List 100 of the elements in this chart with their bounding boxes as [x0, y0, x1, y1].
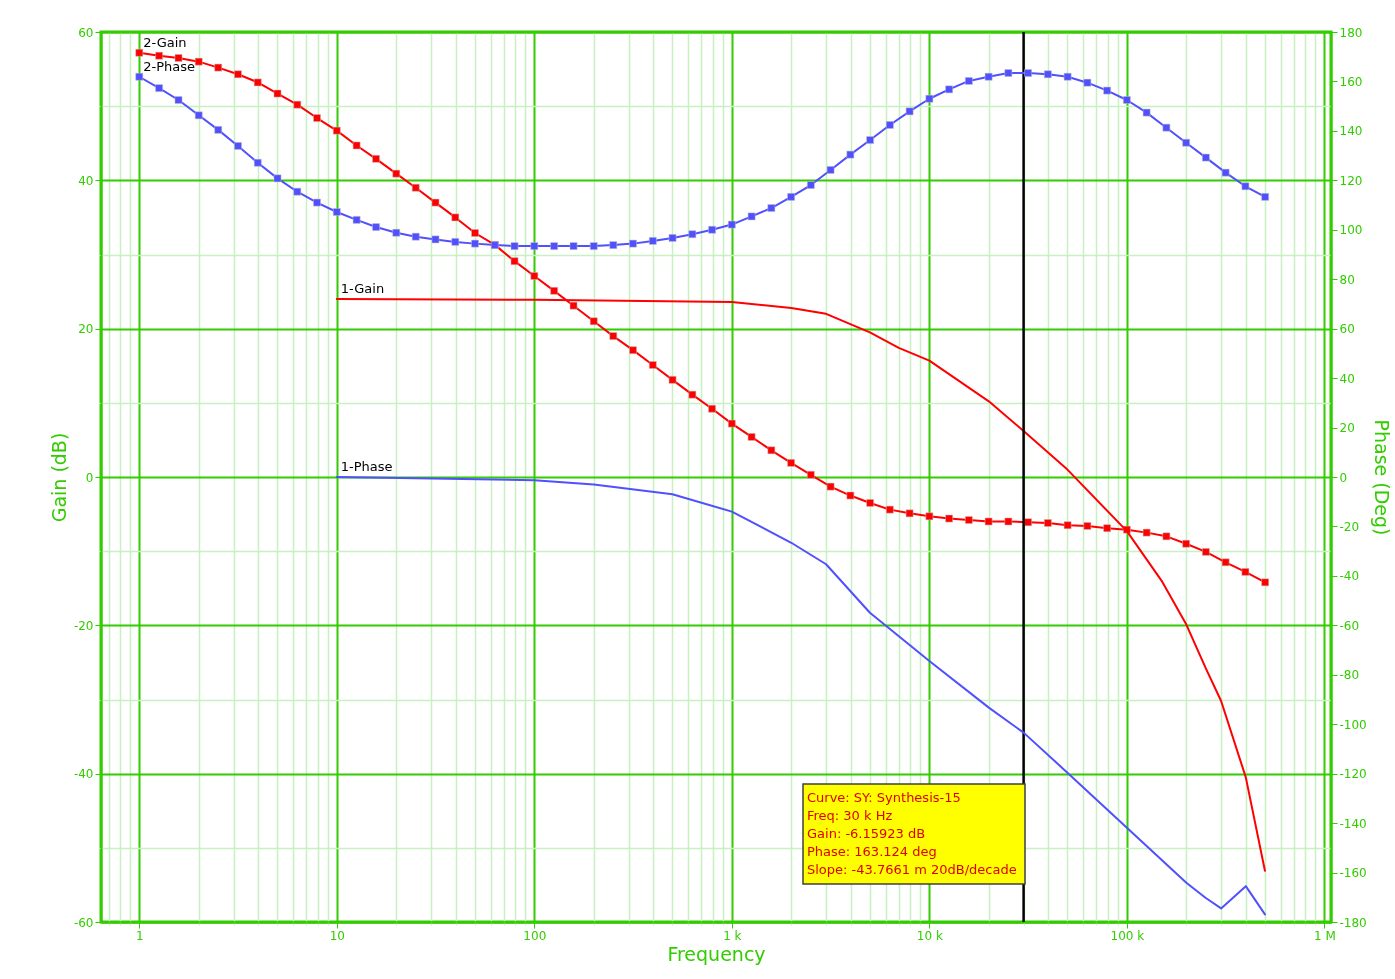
point: [708, 225, 716, 234]
point: [728, 220, 736, 229]
point: [1004, 69, 1013, 77]
point: [767, 446, 776, 455]
point: [649, 361, 657, 369]
point: [1044, 70, 1052, 79]
point: [965, 516, 973, 524]
point: [352, 141, 361, 150]
point: [1004, 517, 1013, 526]
point: [1024, 69, 1032, 77]
y2-tick-label: -100: [1339, 717, 1367, 732]
point: [1142, 108, 1151, 117]
point: [984, 517, 993, 526]
y-tick-label: 0: [85, 470, 94, 485]
y-tick-label: -60: [73, 915, 94, 930]
point: [886, 505, 894, 514]
x-tick-label: 100: [523, 928, 547, 943]
point: [1103, 86, 1111, 95]
point: [471, 239, 479, 248]
series-label: 2-Phase: [143, 58, 196, 74]
point: [234, 142, 242, 150]
point: [530, 242, 539, 250]
point: [293, 100, 302, 109]
point: [431, 198, 440, 207]
point: [1202, 153, 1210, 162]
x-tick-label: 10: [329, 928, 345, 943]
point: [1063, 521, 1072, 529]
point: [1241, 568, 1250, 576]
y2-tick-label: 60: [1339, 322, 1355, 337]
y2-tick-label: -60: [1339, 618, 1360, 633]
point: [1063, 72, 1072, 81]
point: [1103, 524, 1111, 532]
point: [1024, 518, 1032, 527]
point: [1241, 182, 1250, 191]
y2-tick-label: -120: [1339, 767, 1367, 782]
point: [826, 482, 835, 491]
point: [846, 150, 855, 159]
annotation: Freq: 30 k Hz: [807, 808, 893, 823]
point: [589, 242, 598, 250]
point: [609, 332, 618, 340]
point: [411, 232, 420, 241]
point: [1182, 138, 1190, 147]
point: [155, 51, 163, 60]
point: [747, 433, 756, 441]
point: [451, 238, 460, 246]
annotation: Curve: SY: Synthesis-15: [807, 790, 961, 805]
series-label: 2-Gain: [143, 34, 187, 50]
point: [253, 78, 262, 87]
series-label: 1-Phase: [340, 459, 393, 474]
y-tick-label: -20: [73, 618, 94, 633]
point: [728, 419, 736, 428]
y2-tick-label: 160: [1339, 74, 1363, 89]
point: [293, 187, 302, 196]
point: [214, 126, 223, 134]
x-tick-label: 1 M: [1313, 928, 1336, 943]
point: [688, 230, 697, 239]
point: [1083, 78, 1092, 87]
point: [668, 376, 677, 384]
point: [194, 111, 203, 120]
point: [431, 235, 440, 244]
point: [807, 470, 815, 479]
point: [1162, 532, 1171, 541]
x-tick-label: 10 k: [916, 928, 943, 943]
point: [313, 198, 321, 207]
point: [372, 223, 380, 231]
point: [649, 237, 657, 245]
point: [688, 390, 697, 399]
y2-tick-label: -80: [1339, 668, 1360, 683]
point: [569, 301, 578, 310]
x-tick-label: 1: [135, 928, 144, 943]
point: [945, 514, 953, 523]
point: [1221, 168, 1230, 177]
point: [234, 70, 242, 79]
point: [1182, 539, 1190, 548]
y2-tick-label: 180: [1339, 25, 1363, 40]
x-tick-label: 100 k: [1110, 928, 1145, 943]
y2-tick-label: 0: [1339, 470, 1348, 485]
point: [155, 84, 163, 92]
point: [1261, 193, 1269, 201]
point: [273, 89, 282, 98]
y2-tick-label: 80: [1339, 272, 1355, 287]
y2-tick-label: -20: [1339, 519, 1360, 534]
point: [1083, 522, 1092, 530]
point: [1123, 96, 1131, 104]
point: [510, 257, 519, 265]
point: [411, 183, 420, 192]
point: [866, 136, 874, 144]
point: [905, 509, 914, 518]
y2-tick-label: -140: [1339, 816, 1367, 831]
point: [1221, 558, 1230, 567]
point: [569, 242, 578, 250]
point: [668, 234, 677, 242]
annotation: Phase: 163.124 deg: [807, 844, 937, 859]
point: [273, 174, 282, 183]
point: [826, 166, 835, 174]
point: [174, 96, 183, 104]
point: [135, 72, 144, 81]
point: [767, 204, 776, 212]
point: [1044, 519, 1052, 527]
point: [965, 77, 973, 85]
